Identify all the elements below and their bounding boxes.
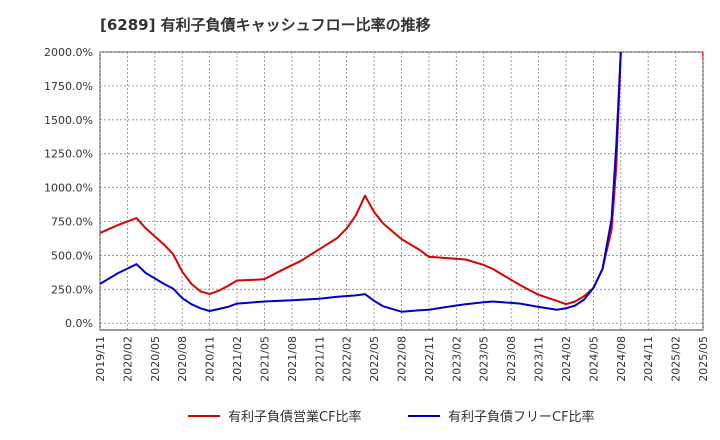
y-tick-label: 1750.0% bbox=[44, 80, 93, 93]
y-tick-label: 2000.0% bbox=[44, 46, 93, 59]
series-line-2 bbox=[100, 52, 622, 313]
y-tick-label: 750.0% bbox=[51, 216, 93, 229]
x-tick-label: 2024/11 bbox=[642, 336, 655, 382]
x-tick-label: 2023/05 bbox=[478, 336, 491, 382]
y-tick-label: 250.0% bbox=[51, 283, 93, 296]
x-tick-label: 2021/08 bbox=[286, 336, 299, 382]
chart-title: [6289] 有利子負債キャッシュフロー比率の推移 bbox=[100, 16, 431, 34]
x-tick-label: 2025/05 bbox=[697, 336, 710, 382]
series-line-1 bbox=[100, 52, 622, 306]
x-tick-label: 2023/11 bbox=[533, 336, 546, 382]
x-tick-label: 2025/02 bbox=[670, 336, 683, 382]
series-line-2 bbox=[708, 52, 720, 181]
x-tick-label: 2024/08 bbox=[615, 336, 628, 382]
y-axis-ticks: 0.0% 250.0% 500.0% 750.0% 1000.0% 1250.0% 1500… bbox=[44, 46, 93, 330]
y-tick-label: 500.0% bbox=[51, 249, 93, 262]
legend: 有利子負債営業CF比率 有利子負債フリーCF比率 bbox=[188, 409, 595, 425]
x-tick-label: 2020/02 bbox=[121, 336, 134, 382]
x-tick-label: 2021/05 bbox=[258, 336, 271, 382]
x-tick-label: 2022/05 bbox=[368, 336, 381, 382]
x-tick-label: 2020/05 bbox=[149, 336, 162, 382]
grid bbox=[99, 51, 704, 330]
x-tick-label: 2021/02 bbox=[231, 336, 244, 382]
y-tick-label: 1500.0% bbox=[44, 114, 93, 127]
plot-area bbox=[99, 51, 704, 331]
x-tick-label: 2021/11 bbox=[313, 336, 326, 382]
x-tick-label: 2020/08 bbox=[176, 336, 189, 382]
x-tick-label: 2023/08 bbox=[505, 336, 518, 382]
series-line-1 bbox=[702, 52, 703, 64]
legend-label-1: 有利子負債営業CF比率 bbox=[228, 409, 362, 425]
x-tick-label: 2024/02 bbox=[560, 336, 573, 382]
x-tick-label: 2019/11 bbox=[94, 336, 107, 382]
x-tick-label: 2023/02 bbox=[450, 336, 463, 382]
x-tick-label: 2020/11 bbox=[204, 336, 217, 382]
x-tick-label: 2022/11 bbox=[423, 336, 436, 382]
legend-label-2: 有利子負債フリーCF比率 bbox=[448, 409, 595, 425]
series-layer bbox=[100, 52, 720, 313]
y-tick-label: 0.0% bbox=[65, 317, 93, 330]
y-tick-label: 1250.0% bbox=[44, 148, 93, 161]
x-tick-label: 2022/02 bbox=[341, 336, 354, 382]
x-tick-label: 2024/05 bbox=[587, 336, 600, 382]
y-tick-label: 1000.0% bbox=[44, 182, 93, 195]
x-axis-ticks: 2019/11 2020/02 2020/05 2020/08 2020/11 2021/… bbox=[94, 336, 710, 382]
x-tick-label: 2022/08 bbox=[396, 336, 409, 382]
